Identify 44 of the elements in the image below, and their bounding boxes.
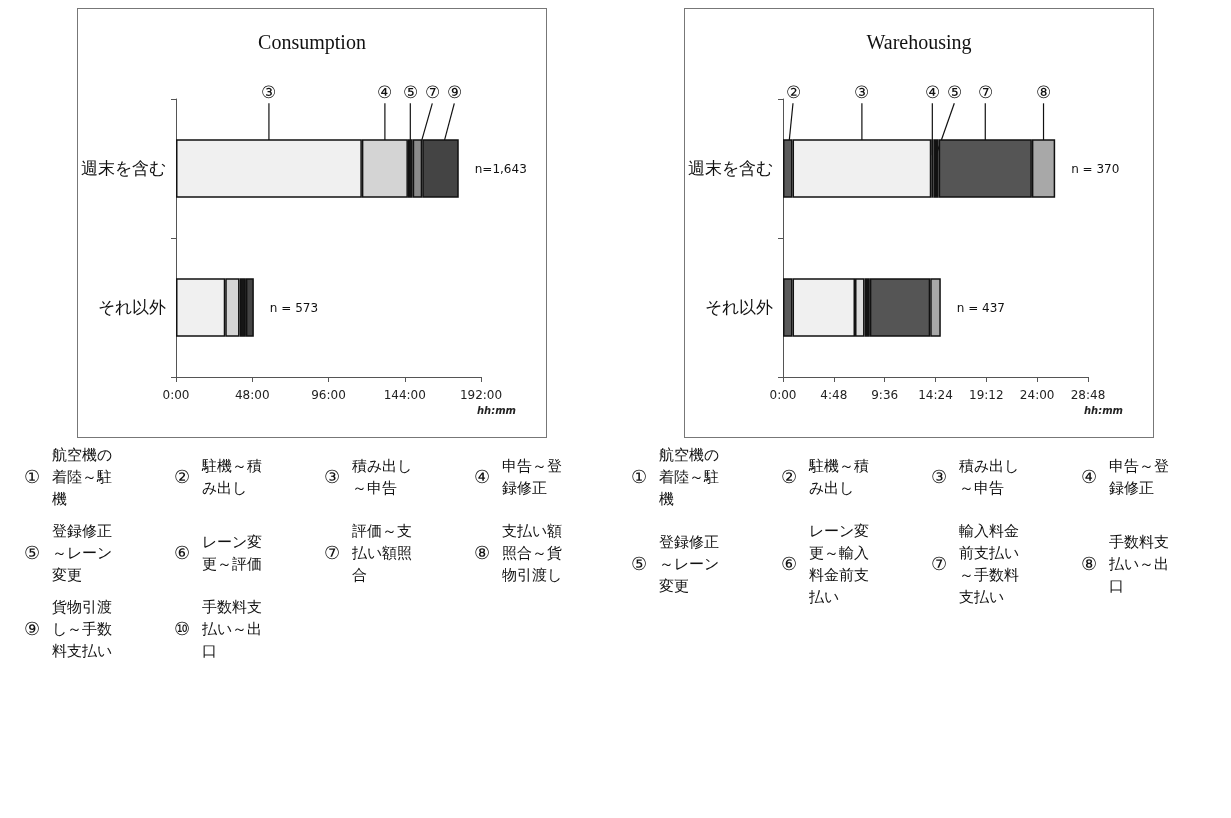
text: ② bbox=[785, 83, 800, 103]
text: ⑤ bbox=[402, 83, 418, 103]
x-tick-label: 9:36 bbox=[870, 388, 898, 402]
x-axis-title: hh:mm bbox=[1083, 404, 1123, 416]
text: ① 航空機の着陸～駐機 bbox=[629, 446, 720, 509]
text: ④ bbox=[376, 83, 392, 103]
y-tick-label: 週末を含む bbox=[687, 159, 773, 178]
annotation: n = 573 bbox=[269, 300, 318, 315]
text: ⑧ 支払い額照合～貨物引渡し bbox=[472, 522, 563, 585]
x-tick-label: 144:00 bbox=[383, 388, 426, 402]
x-tick-label: 0:00 bbox=[769, 388, 796, 402]
text: ⑤ bbox=[946, 83, 962, 103]
text: ⑨ bbox=[446, 83, 462, 103]
text: ⑤ 登録修正～レーン変更 bbox=[22, 522, 113, 585]
x-tick-label: 96:00 bbox=[310, 388, 346, 402]
x-tick-label: 0:00 bbox=[162, 388, 189, 402]
text: ④ bbox=[924, 83, 940, 103]
x-axis-title: hh:mm bbox=[476, 404, 516, 416]
y-tick-label: 週末を含む bbox=[80, 159, 166, 178]
text: ⑦ bbox=[424, 83, 440, 103]
annotation: n = 437 bbox=[956, 300, 1005, 315]
y-tick-label: それ以外 bbox=[704, 298, 773, 317]
text: ③ bbox=[260, 83, 276, 103]
annotation: n=1,643 bbox=[474, 161, 527, 176]
x-tick-label: 192:00 bbox=[459, 388, 502, 402]
x-tick-label: 28:48 bbox=[1070, 388, 1105, 402]
text: ⑨ 貨物引渡し～手数料支払い bbox=[22, 598, 113, 661]
text: ⑧ bbox=[1035, 83, 1051, 103]
text: ⑩ 手数料支払い～出口 bbox=[172, 598, 263, 661]
y-tick-label: それ以外 bbox=[97, 298, 166, 317]
text: ③ bbox=[853, 83, 869, 103]
x-tick-label: 4:48 bbox=[819, 388, 847, 402]
text: ⑦ bbox=[977, 83, 993, 103]
x-tick-label: 19:12 bbox=[968, 388, 1004, 402]
text: ⑦ 評価～支払い額照合 bbox=[322, 522, 413, 585]
x-tick-label: 48:00 bbox=[234, 388, 270, 402]
text: ⑤ 登録修正～レーン変更 bbox=[629, 533, 720, 596]
chart-title: Warehousing bbox=[865, 31, 972, 54]
text: ⑧ 手数料支払い～出口 bbox=[1079, 533, 1170, 596]
x-tick-label: 14:24 bbox=[917, 388, 953, 402]
annotation: n = 370 bbox=[1070, 161, 1119, 176]
x-tick-label: 24:00 bbox=[1019, 388, 1054, 402]
chart-title: Consumption bbox=[257, 31, 366, 54]
text: ① 航空機の着陸～駐機 bbox=[22, 446, 113, 509]
